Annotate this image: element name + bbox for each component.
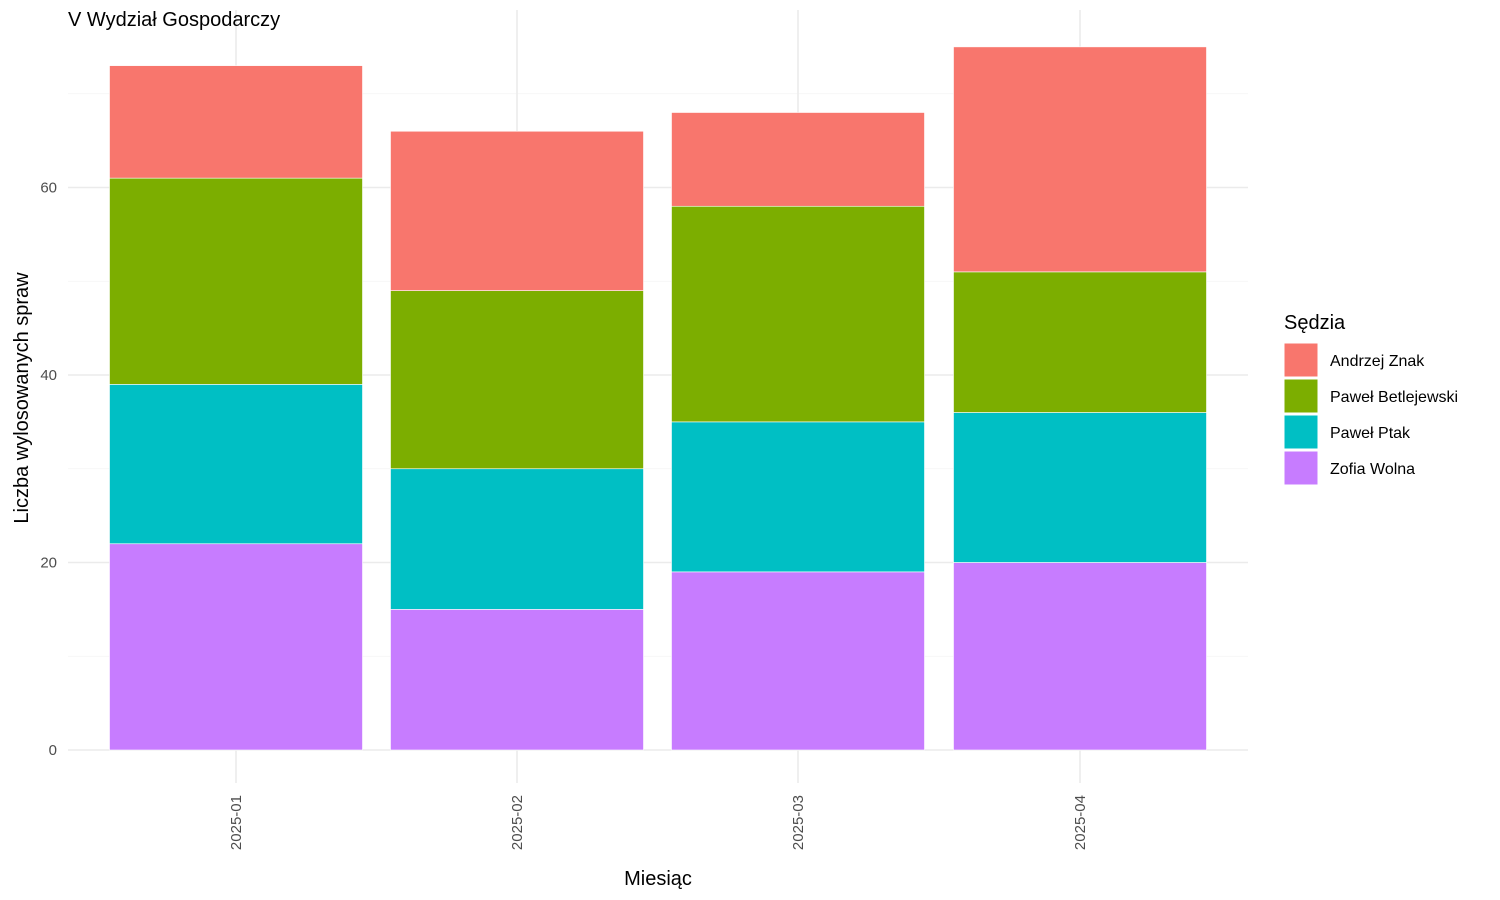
bar-segment	[953, 271, 1207, 413]
legend-label: Zofia Wolna	[1330, 461, 1415, 478]
bar-segment	[953, 562, 1207, 751]
x-tick-label: 2025-02	[509, 795, 526, 850]
bar-segment	[390, 468, 644, 610]
legend-items: Andrzej Znak Paweł Betlejewski Paweł Ptak Z…	[1283, 342, 1458, 486]
y-tick-label: 0	[49, 742, 57, 759]
legend-key	[1283, 378, 1319, 414]
bar-segment	[671, 421, 925, 573]
legend-label: Paweł Betlejewski	[1330, 389, 1458, 406]
legend-label: Andrzej Znak	[1330, 353, 1425, 370]
x-axis-title: Miesiąc	[624, 868, 692, 890]
y-tick-label: 60	[40, 180, 57, 197]
y-tick-label: 20	[40, 555, 57, 572]
y-axis-title: Liczba wylosowanych spraw	[11, 272, 33, 524]
x-tick-label: 2025-04	[1072, 795, 1089, 850]
legend-key	[1283, 414, 1319, 450]
bar-segment	[390, 130, 644, 291]
bar-segment	[390, 290, 644, 470]
bar-segment	[671, 571, 925, 751]
legend-label: Paweł Ptak	[1330, 425, 1411, 442]
bar-segment	[109, 384, 363, 545]
legend-title: Sędzia	[1284, 312, 1346, 334]
y-tick-label: 40	[40, 367, 57, 384]
bar-segment	[953, 46, 1207, 273]
legend-key	[1283, 342, 1319, 378]
bar-segment	[671, 205, 925, 423]
bar-segment	[109, 65, 363, 179]
bars	[109, 46, 1207, 751]
legend: Sędzia Andrzej Znak Paweł Betlejewski Pawe…	[1283, 312, 1458, 486]
bar-segment	[390, 609, 644, 751]
bar-segment	[953, 412, 1207, 563]
bar-segment	[109, 543, 363, 751]
bar-segment	[109, 177, 363, 385]
chart-title: V Wydział Gospodarczy	[68, 9, 280, 31]
bar-segment	[671, 112, 925, 207]
x-axis-ticks: 2025-01 2025-02 2025-03 2025-04	[228, 795, 1089, 850]
y-axis-ticks: 0 20 40 60	[40, 180, 57, 760]
legend-key	[1283, 450, 1319, 486]
x-tick-label: 2025-03	[790, 795, 807, 850]
x-tick-label: 2025-01	[228, 795, 245, 850]
